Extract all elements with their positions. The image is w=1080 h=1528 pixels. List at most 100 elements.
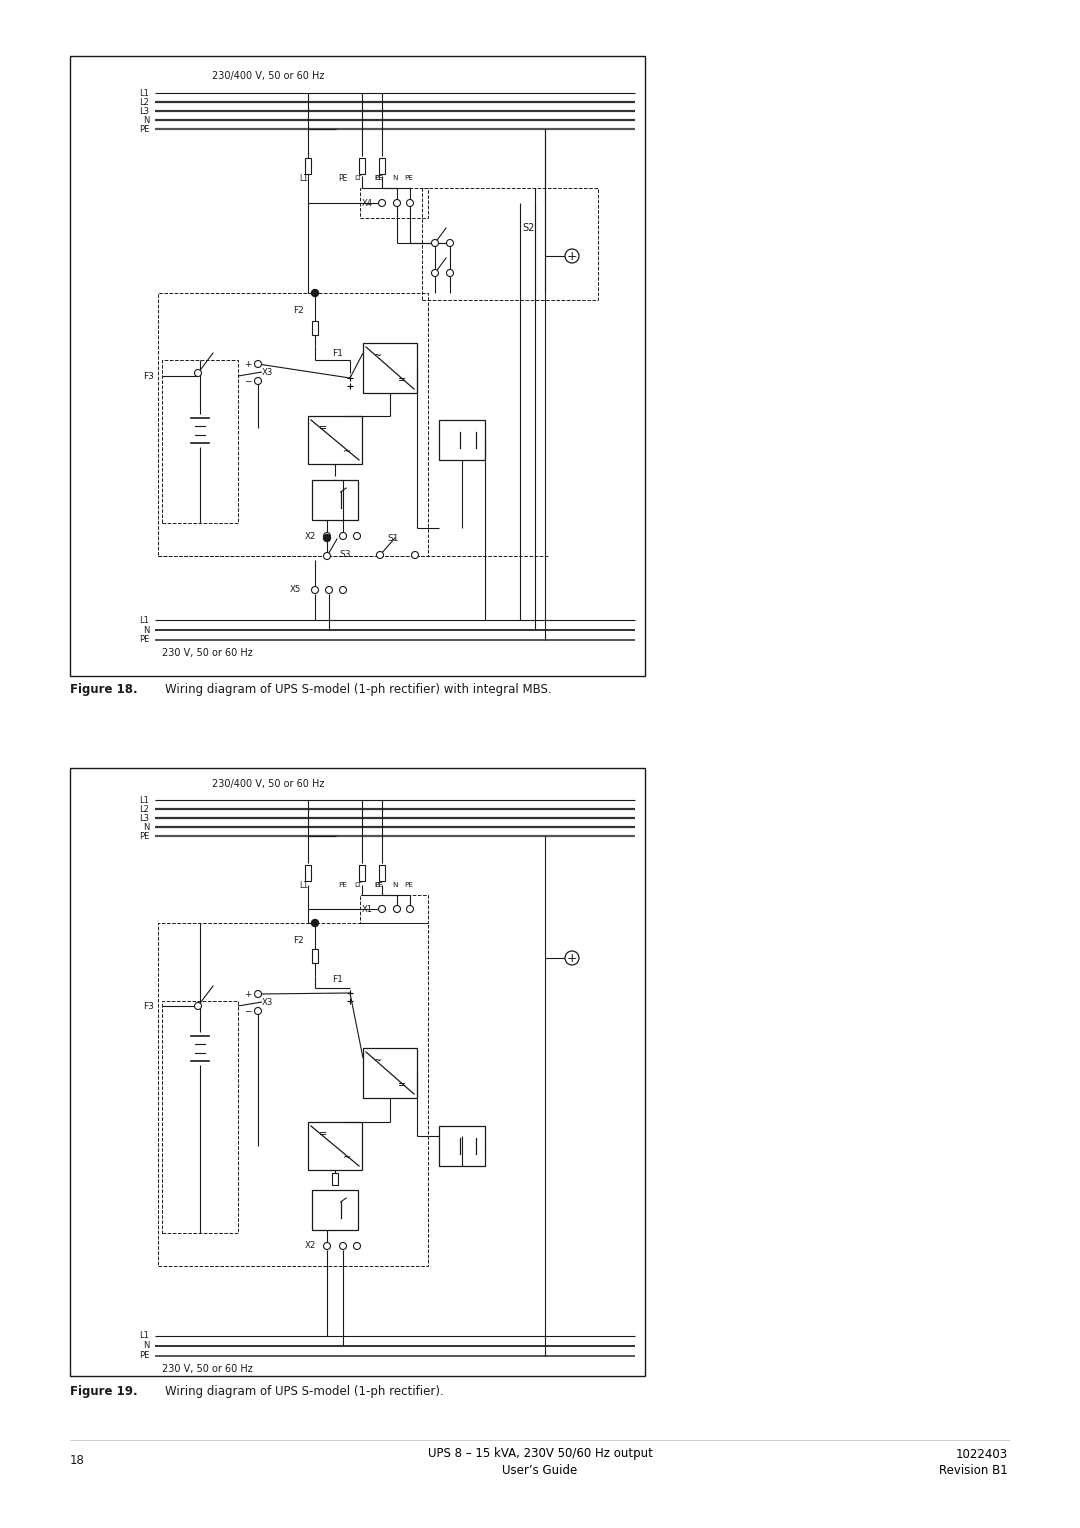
Bar	[162, 1001, 238, 1233]
Text: X3: X3	[262, 998, 273, 1007]
Text: LT: LT	[354, 882, 362, 888]
Text: =: =	[397, 374, 406, 385]
Circle shape	[432, 240, 438, 246]
Text: 230/400 V, 50 or 60 Hz: 230/400 V, 50 or 60 Hz	[212, 70, 324, 81]
Circle shape	[353, 1242, 361, 1250]
Text: UPS 8 – 15 kVA, 230V 50/60 Hz output: UPS 8 – 15 kVA, 230V 50/60 Hz output	[428, 1447, 652, 1461]
Text: PE: PE	[138, 1351, 149, 1360]
Circle shape	[194, 1002, 202, 1010]
Bar	[360, 865, 365, 882]
Text: PE: PE	[138, 124, 149, 133]
Text: 18: 18	[70, 1453, 85, 1467]
Polygon shape	[327, 492, 340, 507]
Text: F3: F3	[144, 371, 154, 380]
Text: LT: LT	[354, 176, 362, 180]
Text: 1022403: 1022403	[956, 1447, 1008, 1461]
Circle shape	[311, 289, 319, 296]
Bar	[379, 865, 384, 882]
Circle shape	[446, 240, 454, 246]
Text: S3: S3	[339, 550, 351, 559]
Bar	[438, 420, 485, 460]
Text: =: =	[319, 1129, 327, 1138]
Circle shape	[339, 532, 347, 539]
Circle shape	[565, 950, 579, 966]
Circle shape	[353, 532, 361, 539]
Bar	[379, 157, 384, 174]
Text: X2: X2	[305, 1241, 316, 1250]
Bar	[438, 1126, 485, 1166]
Text: Figure 19.: Figure 19.	[70, 1386, 137, 1398]
Text: PE: PE	[404, 176, 413, 180]
Text: =: =	[319, 423, 327, 432]
Circle shape	[406, 200, 414, 206]
Text: X5: X5	[291, 585, 301, 594]
Text: PE: PE	[138, 831, 149, 840]
Text: ~: ~	[374, 351, 382, 361]
Bar	[312, 480, 357, 520]
Text: User’s Guide: User’s Guide	[502, 1464, 578, 1476]
Circle shape	[311, 587, 319, 593]
Circle shape	[324, 1242, 330, 1250]
Text: Revision B1: Revision B1	[940, 1464, 1008, 1476]
Bar	[360, 157, 365, 174]
Circle shape	[255, 990, 261, 998]
Circle shape	[377, 552, 383, 559]
Text: L1: L1	[139, 1331, 149, 1340]
Circle shape	[411, 552, 419, 559]
Bar	[312, 949, 318, 963]
Bar	[360, 188, 428, 219]
Text: X4: X4	[362, 199, 373, 208]
Circle shape	[325, 587, 333, 593]
Bar	[158, 293, 428, 556]
Bar	[333, 480, 338, 492]
Text: F3: F3	[144, 1001, 154, 1010]
Text: LT: LT	[375, 882, 381, 888]
Text: Wiring diagram of UPS S-model (1-ph rectifier).: Wiring diagram of UPS S-model (1-ph rect…	[165, 1386, 444, 1398]
Text: ~: ~	[374, 1056, 382, 1067]
Circle shape	[339, 1242, 347, 1250]
Circle shape	[324, 532, 330, 539]
Circle shape	[393, 906, 401, 912]
Polygon shape	[327, 1203, 340, 1218]
Bar	[312, 1190, 357, 1230]
Text: S2: S2	[522, 223, 535, 232]
Bar	[363, 1048, 417, 1099]
Circle shape	[378, 200, 386, 206]
Text: 230/400 V, 50 or 60 Hz: 230/400 V, 50 or 60 Hz	[212, 779, 324, 788]
Bar	[70, 769, 645, 1377]
Text: LT: LT	[375, 176, 381, 180]
Text: −: −	[244, 376, 252, 385]
Text: L2: L2	[139, 98, 149, 107]
Bar	[363, 342, 417, 393]
Text: L2: L2	[139, 805, 149, 813]
Text: PE: PE	[374, 882, 383, 888]
Text: X1: X1	[362, 905, 373, 914]
Text: 230 V, 50 or 60 Hz: 230 V, 50 or 60 Hz	[162, 648, 253, 659]
Circle shape	[339, 587, 347, 593]
Text: L1: L1	[299, 174, 309, 182]
Text: N: N	[143, 1342, 149, 1351]
Text: X3: X3	[262, 368, 273, 376]
Text: +: +	[567, 952, 578, 964]
Circle shape	[255, 1007, 261, 1015]
Text: L3: L3	[139, 813, 149, 822]
Bar	[70, 57, 645, 675]
Text: ~: ~	[343, 1154, 351, 1163]
Text: +: +	[244, 359, 252, 368]
Text: ~: ~	[343, 448, 351, 457]
Polygon shape	[444, 1138, 460, 1154]
Bar	[158, 923, 428, 1267]
Circle shape	[432, 269, 438, 277]
Text: N: N	[143, 625, 149, 634]
Text: Figure 18.: Figure 18.	[70, 683, 137, 697]
Bar	[333, 1174, 338, 1186]
Text: L1: L1	[139, 89, 149, 98]
Text: L1: L1	[139, 616, 149, 625]
Text: L1: L1	[299, 880, 309, 889]
Text: =: =	[397, 1080, 406, 1089]
Circle shape	[255, 377, 261, 385]
Text: PE: PE	[374, 176, 383, 180]
Circle shape	[406, 906, 414, 912]
Text: PE: PE	[338, 882, 347, 888]
Bar	[306, 157, 311, 174]
